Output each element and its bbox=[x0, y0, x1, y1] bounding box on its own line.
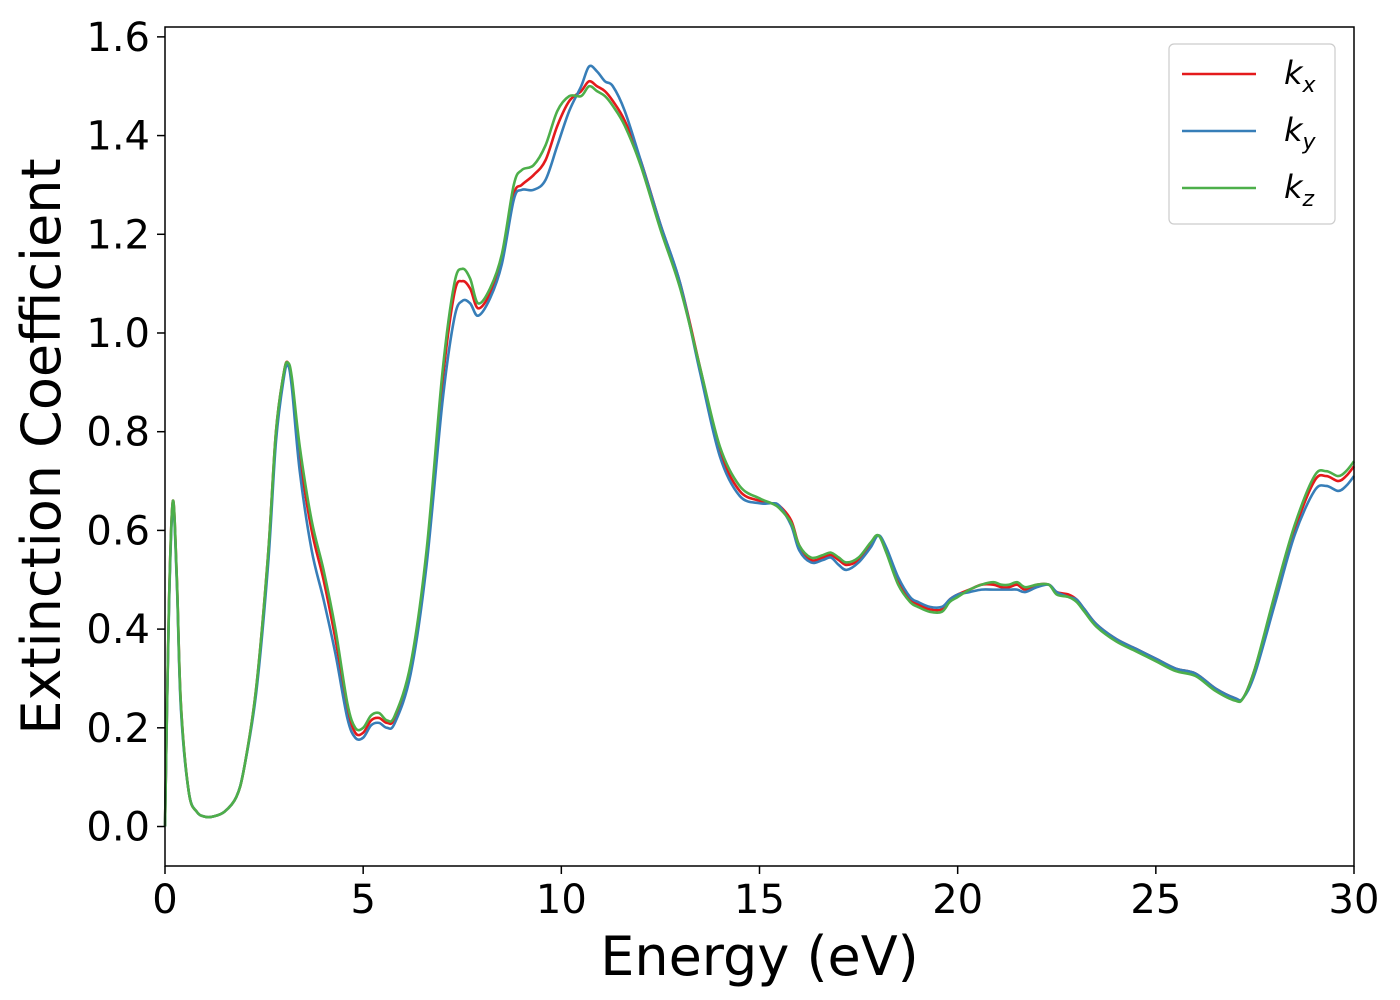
legend-label-z: kz bbox=[1284, 168, 1315, 212]
y-tick-label: 0.2 bbox=[86, 706, 150, 752]
y-axis-label: Extinction Coefficient bbox=[10, 158, 73, 734]
x-tick-label: 0 bbox=[152, 877, 177, 923]
y-tick-label: 1.4 bbox=[86, 114, 150, 160]
series-line-y bbox=[163, 64, 1356, 827]
y-tick-label: 1.0 bbox=[86, 311, 150, 357]
x-tick-label: 10 bbox=[536, 877, 587, 923]
y-tick-label: 0.6 bbox=[86, 508, 150, 554]
legend-label-y: ky bbox=[1284, 111, 1317, 155]
legend-box bbox=[1168, 43, 1336, 225]
x-tick-label: 25 bbox=[1130, 877, 1181, 923]
y-tick-label: 1.2 bbox=[86, 212, 150, 258]
y-tick-label: 0.8 bbox=[86, 410, 150, 456]
y-tick-label: 1.6 bbox=[86, 15, 150, 61]
series-layer bbox=[163, 64, 1356, 827]
x-tick-label: 15 bbox=[734, 877, 785, 923]
y-tick-label: 0.0 bbox=[86, 805, 150, 851]
x-axis-label: Energy (eV) bbox=[600, 925, 919, 988]
x-tick-label: 20 bbox=[932, 877, 983, 923]
x-tick-label: 5 bbox=[350, 877, 375, 923]
x-tick-label: 30 bbox=[1329, 877, 1380, 923]
legend: kx ky kz bbox=[1168, 43, 1336, 225]
x-axis: 0 5 10 15 20 25 30 bbox=[152, 866, 1379, 923]
y-axis: 0.0 0.2 0.4 0.6 0.8 1.0 1.2 1.4 1.6 bbox=[86, 15, 165, 851]
series-line-z bbox=[163, 84, 1356, 827]
legend-label-x: kx bbox=[1284, 54, 1317, 98]
y-tick-label: 0.4 bbox=[86, 607, 150, 653]
